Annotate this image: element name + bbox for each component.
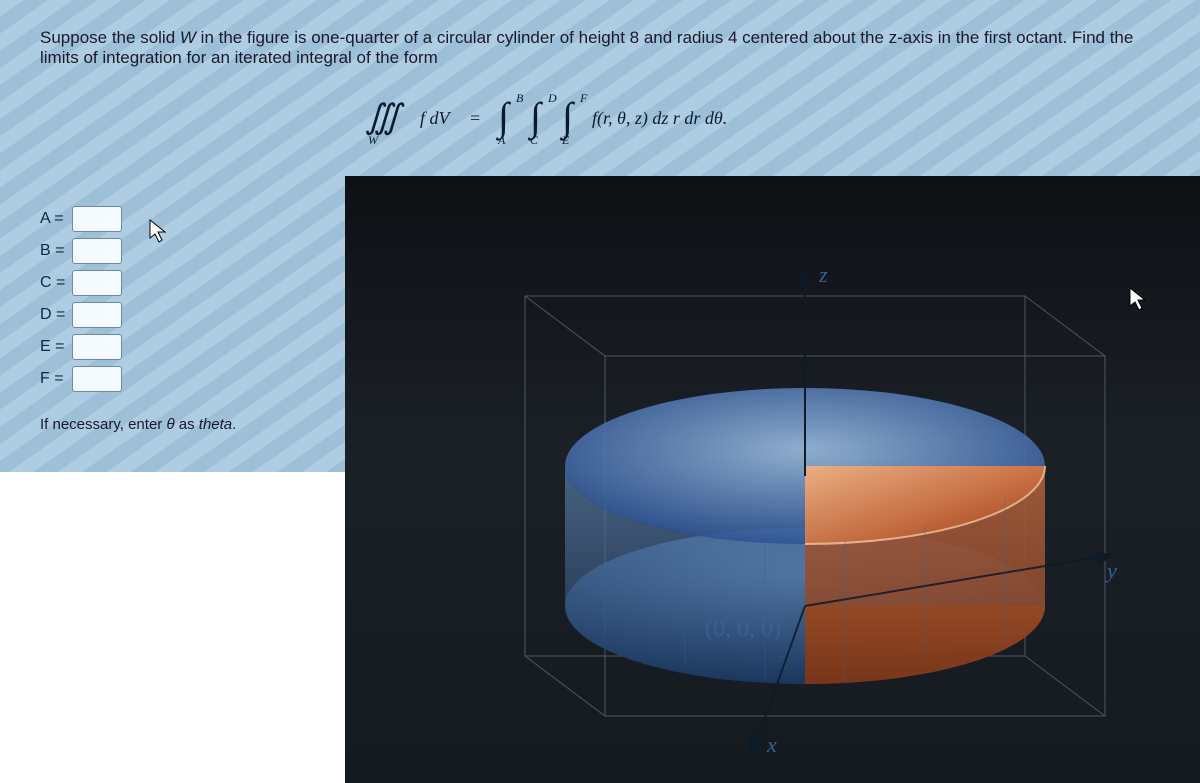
row-D: D =	[40, 302, 340, 328]
input-F[interactable]	[72, 366, 122, 392]
hint-pre: If necessary, enter	[40, 416, 166, 433]
problem-line1-post: in the figure is one-quarter of a circul…	[196, 28, 1133, 47]
whitespace-panel	[0, 472, 345, 783]
row-B: B =	[40, 238, 340, 264]
svg-text:=: =	[470, 108, 480, 128]
problem-W: W	[180, 28, 196, 47]
label-A: A =	[40, 210, 72, 228]
hint: If necessary, enter θ as theta.	[40, 416, 340, 433]
hint-theta-sym: θ	[166, 416, 174, 433]
figure-svg: z y x (0, 0, 0)	[405, 236, 1145, 756]
svg-text:A: A	[497, 133, 506, 147]
row-E: E =	[40, 334, 340, 360]
y-label: y	[1105, 558, 1117, 583]
svg-text:f dV: f dV	[420, 108, 452, 128]
label-D: D =	[40, 306, 72, 324]
svg-text:B: B	[516, 91, 524, 105]
svg-text:C: C	[530, 133, 539, 147]
label-B: B =	[40, 242, 72, 260]
svg-text:∭: ∭	[365, 99, 405, 136]
label-F: F =	[40, 370, 72, 388]
figure-3d: z y x (0, 0, 0)	[345, 176, 1200, 783]
input-A[interactable]	[72, 206, 122, 232]
input-C[interactable]	[72, 270, 122, 296]
input-E[interactable]	[72, 334, 122, 360]
x-label: x	[766, 732, 777, 756]
svg-text:E: E	[561, 133, 570, 147]
problem-line1-pre: Suppose the solid	[40, 28, 180, 47]
input-B[interactable]	[72, 238, 122, 264]
label-E: E =	[40, 338, 72, 356]
svg-text:D: D	[547, 91, 557, 105]
hint-post: .	[232, 416, 236, 433]
problem-statement: Suppose the solid W in the figure is one…	[0, 0, 1200, 68]
hint-mid: as	[175, 416, 199, 433]
row-A: A =	[40, 206, 340, 232]
input-D[interactable]	[72, 302, 122, 328]
row-F: F =	[40, 366, 340, 392]
z-axis-arrow	[799, 266, 811, 282]
integral-expression: ∭ W f dV = ∫ B A ∫ D C ∫ F E f(r, θ, z) …	[0, 68, 1200, 165]
answer-inputs: A = B = C = D = E = F = If necessary, en…	[40, 200, 340, 433]
problem-line2: limits of integration for an iterated in…	[40, 48, 438, 67]
x-axis-arrow	[747, 736, 765, 756]
hint-theta-word: theta	[199, 416, 232, 433]
row-C: C =	[40, 270, 340, 296]
z-label: z	[818, 262, 828, 287]
label-C: C =	[40, 274, 72, 292]
svg-text:F: F	[579, 91, 588, 105]
svg-text:W: W	[368, 133, 379, 147]
origin-label: (0, 0, 0)	[705, 616, 781, 642]
svg-text:f(r, θ, z) dz r dr dθ.: f(r, θ, z) dz r dr dθ.	[592, 108, 727, 129]
